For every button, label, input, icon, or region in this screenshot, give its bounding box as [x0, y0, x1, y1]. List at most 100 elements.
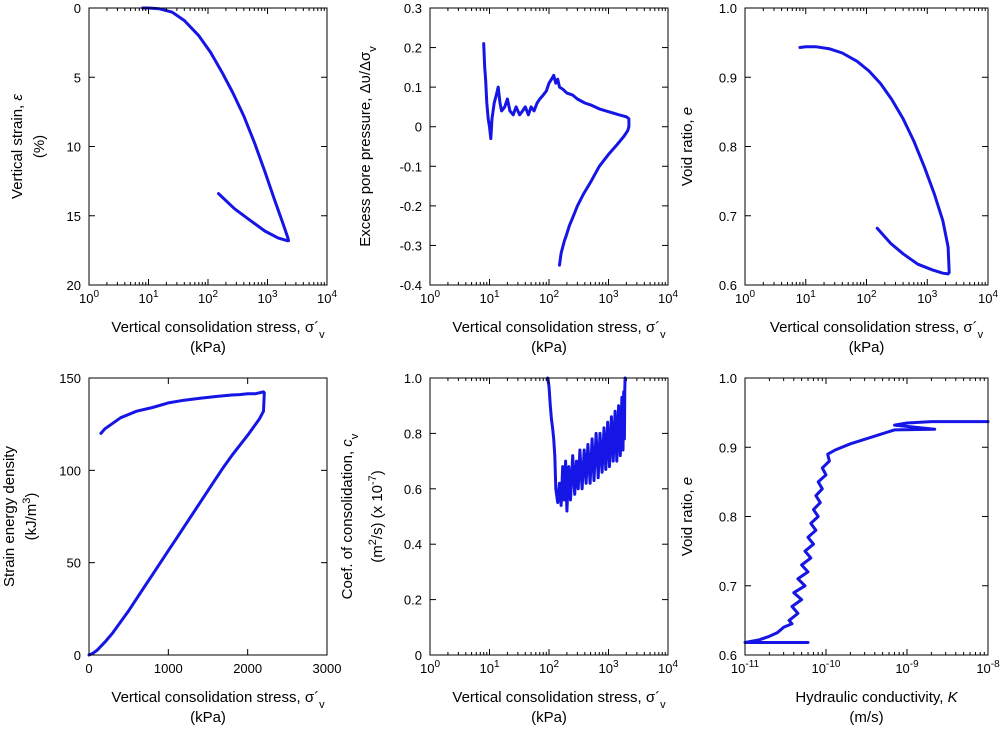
y-axis-title: Strain energy density	[1, 446, 18, 587]
label-text: ,	[679, 485, 696, 493]
chart-panel-5: 100 101 102 103 10400.20.40.60.81.0Vertical …	[339, 371, 678, 726]
label-text: ,	[679, 115, 696, 123]
x-axis-title: Vertical consolidation stress, σ´v	[452, 689, 666, 711]
x-tick-label-exponent: 1	[494, 659, 500, 670]
y-tick-label: 100	[59, 463, 81, 478]
x-tick-label: 100	[735, 289, 755, 306]
y-tick-label: 1.0	[719, 1, 737, 16]
y-tick-label: 0.9	[719, 70, 737, 85]
label-text: Void ratio	[679, 494, 696, 557]
x-tick-label: 104	[658, 659, 678, 676]
x-tick-label-base: 1000	[154, 661, 183, 676]
x-tick-label-base: 10	[539, 661, 553, 676]
x-tick-label-base: 10	[796, 291, 810, 306]
label-text: (	[369, 558, 386, 563]
y-tick-label: 0.4	[404, 537, 422, 552]
x-tick-label: 100	[420, 659, 440, 676]
label-text: Coef. of consolidation	[339, 455, 356, 599]
label-text: Void ratio	[679, 124, 696, 187]
y-tick-label: 0.6	[404, 482, 422, 497]
label-text: Δσ	[357, 51, 374, 71]
x-tick-label: 10-11	[731, 659, 760, 676]
x-tick-label: 100	[420, 289, 440, 306]
x-tick-label: 104	[978, 289, 998, 306]
y-tick-label: 0	[415, 648, 422, 663]
x-tick-label: 103	[257, 289, 277, 306]
label-text: e	[679, 477, 696, 485]
label-text: c	[339, 439, 356, 447]
y-tick-label: -0.4	[400, 278, 422, 293]
plot-frame	[429, 377, 669, 656]
y-tick-label: 0.8	[404, 426, 422, 441]
label-text: (kPa)	[190, 339, 226, 356]
x-tick-label-exponent: 4	[672, 659, 678, 670]
x-axis-title: (m/s)	[849, 709, 883, 726]
x-axis-title: (kPa)	[531, 339, 567, 356]
y-tick-label: -0.1	[400, 159, 422, 174]
x-tick-label: 102	[198, 289, 218, 306]
x-tick-label-exponent: 1	[810, 289, 816, 300]
x-tick-label-base: 10	[198, 291, 212, 306]
x-tick-label-exponent: 3	[932, 289, 938, 300]
series-line	[141, 6, 290, 243]
y-axis-title: Coef. of consolidation, cv	[339, 433, 361, 599]
label-text: v	[660, 329, 666, 341]
x-tick-label-exponent: 0	[749, 289, 755, 300]
y-tick-label: -0.3	[400, 238, 422, 253]
x-tick-label-base: 10	[731, 661, 745, 676]
y-axis-title: (kJ/m3)	[21, 493, 40, 541]
label-text: Vertical consolidation stress,	[452, 319, 645, 336]
y-tick-label: 0.3	[404, 1, 422, 16]
label-text: σ´	[305, 319, 319, 336]
series-line	[798, 45, 951, 276]
x-tick-label-base: 0	[85, 661, 92, 676]
x-tick-label-exponent: 2	[212, 289, 218, 300]
x-tick-label: 10-8	[976, 659, 1000, 676]
x-tick-label: 101	[479, 659, 499, 676]
x-tick-label-exponent: 2	[871, 289, 877, 300]
x-axis-title: (kPa)	[190, 339, 226, 356]
label-text: 10	[369, 485, 386, 502]
y-tick-label: 1.0	[719, 371, 737, 386]
y-tick-label: 0.8	[719, 510, 737, 525]
x-tick-label: 102	[539, 659, 559, 676]
x-axis-title: Vertical consolidation stress, σ´v	[111, 689, 325, 711]
series-line	[546, 376, 627, 513]
label-text: (m/s)	[849, 709, 883, 726]
label-text: (kPa)	[531, 709, 567, 726]
chart-panel-2: 100 101 102 103 104-0.4-0.3-0.2-0.100.10.20.…	[357, 1, 678, 356]
x-tick-label-base: 10	[658, 291, 672, 306]
label-text: )	[369, 470, 386, 475]
x-tick-label-exponent: -11	[745, 659, 759, 670]
x-tick-label: 103	[917, 289, 937, 306]
plot-frame	[88, 377, 328, 656]
x-tick-label: 103	[598, 659, 618, 676]
y-tick-label: 0	[74, 648, 81, 663]
y-tick-label: 0.7	[719, 579, 737, 594]
y-tick-label: 0	[74, 1, 81, 16]
x-tick-label: 10-9	[895, 659, 919, 676]
label-text: ,	[939, 689, 947, 706]
x-tick-label-base: 10	[257, 291, 271, 306]
x-axis-title: (kPa)	[849, 339, 885, 356]
plot-frame	[744, 377, 989, 656]
x-tick-label-exponent: 1	[494, 289, 500, 300]
label-text: (kPa)	[531, 339, 567, 356]
label-text: ,	[9, 101, 26, 109]
label-text: -7	[367, 475, 379, 485]
y-tick-label: 0.7	[719, 209, 737, 224]
x-tick-label-base: 10	[479, 661, 493, 676]
label-text: (kPa)	[190, 709, 226, 726]
x-tick-label-base: 10	[138, 291, 152, 306]
label-text: v	[349, 433, 361, 439]
x-tick-label-base: 10	[79, 291, 93, 306]
x-tick-label-base: 10	[420, 661, 434, 676]
y-tick-label: 20	[67, 278, 81, 293]
y-tick-label: 0.1	[404, 80, 422, 95]
label-text: σ´	[646, 689, 660, 706]
label-text: σ´	[963, 319, 977, 336]
label-text: /s	[369, 528, 386, 540]
